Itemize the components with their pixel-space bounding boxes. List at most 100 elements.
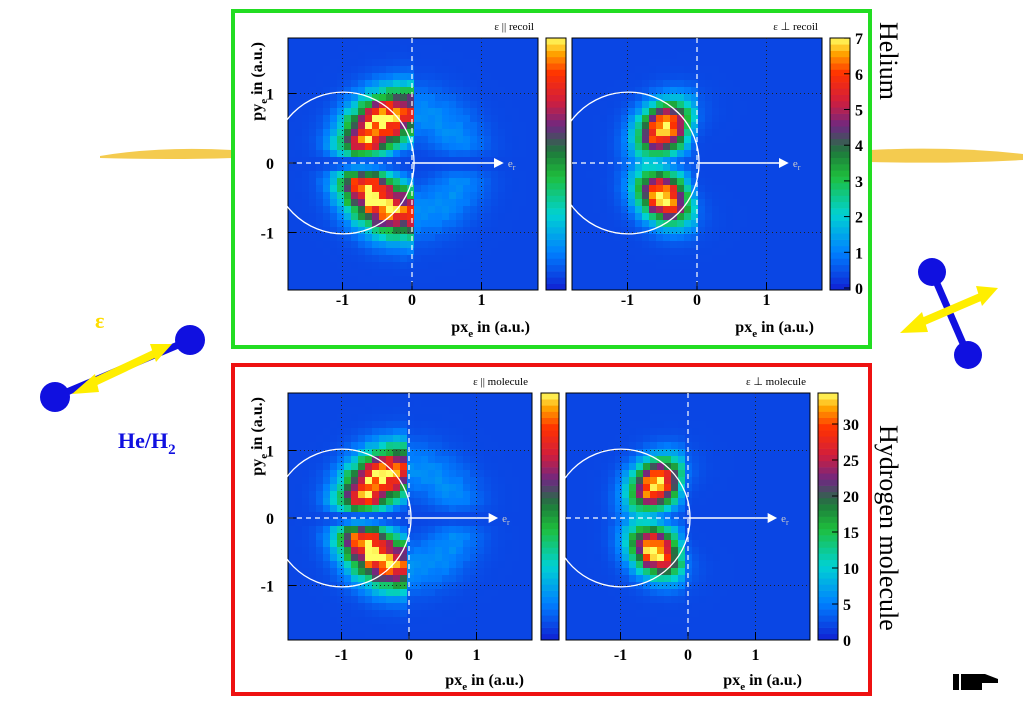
heatmap-cell: [505, 638, 513, 641]
heatmap-cell: [670, 241, 678, 249]
heatmap-cell: [649, 66, 657, 74]
heatmap-cell: [491, 624, 499, 632]
heatmap-cell: [302, 276, 310, 284]
heatmap-cell: [677, 52, 685, 60]
heatmap-cell: [789, 80, 797, 88]
heatmap-cell: [789, 66, 797, 74]
heatmap-cell: [435, 428, 443, 436]
heatmap-cell: [435, 393, 443, 401]
heatmap-cell: [691, 108, 699, 116]
heatmap-cell: [601, 421, 609, 429]
heatmap-cell: [400, 526, 408, 534]
heatmap-cell: [505, 213, 513, 221]
heatmap-cell: [629, 456, 637, 464]
heatmap-cell: [295, 435, 303, 443]
heatmap-cell: [740, 73, 748, 81]
heatmap-cell: [288, 255, 296, 263]
heatmap-cell: [810, 241, 818, 249]
heatmap-cell: [505, 400, 513, 408]
heatmap-cell: [678, 484, 686, 492]
heatmap-cell: [330, 227, 338, 235]
heatmap-cell: [456, 192, 464, 200]
heatmap-cell: [614, 101, 622, 109]
heatmap-cell: [671, 603, 679, 611]
heatmap-cell: [727, 400, 735, 408]
heatmap-cell: [386, 185, 394, 193]
heatmap-cell: [761, 262, 769, 270]
heatmap-cell: [288, 519, 296, 527]
heatmap-cell: [663, 122, 671, 130]
heatmap-cell: [365, 491, 373, 499]
heatmap-cell: [622, 407, 630, 415]
heatmap-cell: [470, 115, 478, 123]
heatmap-cell: [761, 59, 769, 67]
heatmap-cell: [428, 505, 436, 513]
heatmap-cell: [607, 227, 615, 235]
heatmap-cell: [351, 484, 359, 492]
heatmap-cell: [393, 589, 401, 597]
heatmap-cell: [442, 262, 450, 270]
heatmap-cell: [572, 255, 580, 263]
heatmap-cell: [635, 269, 643, 277]
heatmap-cell: [720, 526, 728, 534]
heatmap-cell: [607, 108, 615, 116]
heatmap-cell: [600, 87, 608, 95]
heatmap-cell: [421, 262, 429, 270]
heatmap-cell: [393, 150, 401, 158]
heatmap-cell: [754, 178, 762, 186]
heatmap-cell: [726, 122, 734, 130]
heatmap-cell: [663, 87, 671, 95]
heatmap-cell: [365, 185, 373, 193]
heatmap-cell: [580, 610, 588, 618]
heatmap-cell: [512, 136, 520, 144]
heatmap-cell: [733, 227, 741, 235]
heatmap-cell: [526, 624, 533, 632]
heatmap-cell: [621, 269, 629, 277]
heatmap-cell: [608, 638, 616, 641]
heatmap-cell: [463, 38, 471, 46]
heatmap-cell: [435, 519, 443, 527]
heatmap-cell: [712, 199, 720, 207]
heatmap-cell: [706, 484, 714, 492]
heatmap-cell: [594, 491, 602, 499]
heatmap-cell: [629, 526, 637, 534]
heatmap-cell: [600, 262, 608, 270]
heatmap-cell: [768, 80, 776, 88]
heatmap-cell: [579, 38, 587, 46]
heatmap-cell: [372, 101, 380, 109]
heatmap-cell: [351, 276, 359, 284]
heatmap-cell: [295, 199, 303, 207]
heatmap-cell: [309, 157, 317, 165]
heatmap-cell: [330, 456, 338, 464]
heatmap-cell: [337, 456, 345, 464]
heatmap-cell: [463, 178, 471, 186]
heatmap-cell: [344, 234, 352, 242]
heatmap-cell: [734, 519, 742, 527]
heatmap-cell: [719, 269, 727, 277]
heatmap-cell: [664, 582, 672, 590]
heatmap-cell: [316, 631, 324, 639]
heatmap-cell: [691, 171, 699, 179]
heatmap-cell: [323, 227, 331, 235]
heatmap-cell: [768, 234, 776, 242]
heatmap-cell: [379, 624, 387, 632]
heatmap-cell: [379, 547, 387, 555]
heatmap-cell: [678, 456, 686, 464]
heatmap-cell: [421, 519, 429, 527]
heatmap-cell: [295, 150, 303, 158]
heatmap-cell: [309, 505, 317, 513]
heatmap-cell: [484, 400, 492, 408]
heatmap-cell: [470, 276, 478, 284]
heatmap-cell: [734, 449, 742, 457]
heatmap-cell: [484, 122, 492, 130]
heatmap-cell: [727, 610, 735, 618]
heatmap-cell: [649, 178, 657, 186]
heatmap-cell: [456, 554, 464, 562]
heatmap-cell: [393, 276, 401, 284]
heatmap-cell: [505, 540, 513, 548]
heatmap-cell: [505, 255, 513, 263]
heatmap-cell: [649, 80, 657, 88]
heatmap-cell: [519, 456, 527, 464]
heatmap-cell: [456, 519, 464, 527]
heatmap-cell: [358, 52, 366, 60]
